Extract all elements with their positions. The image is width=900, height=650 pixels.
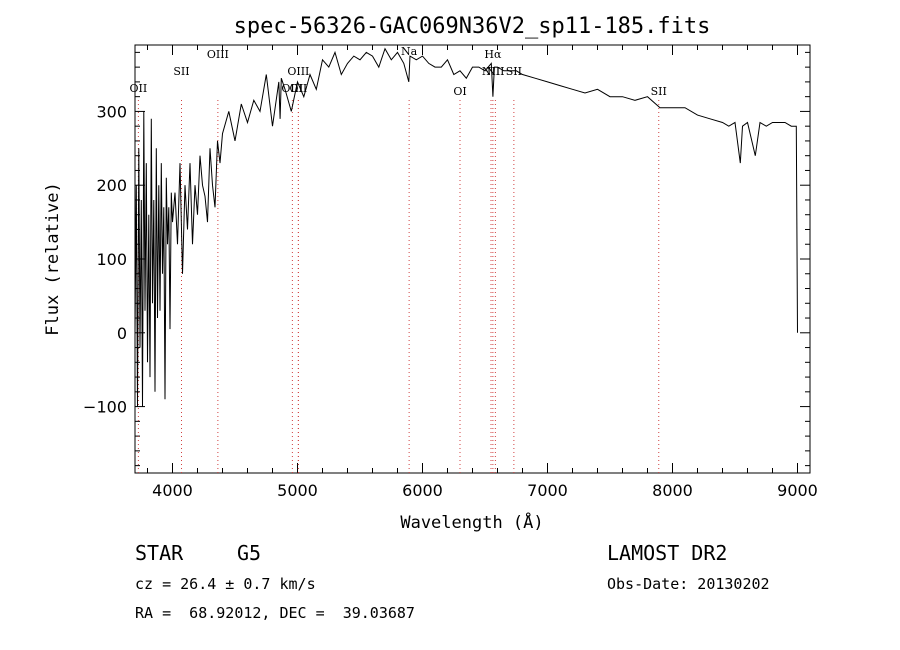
emission-line-label: SII	[173, 65, 189, 78]
emission-line-label: SII	[651, 85, 667, 98]
emission-line-label: OI	[453, 85, 466, 98]
coordinates-text: RA = 68.92012, DEC = 39.03687	[135, 604, 415, 622]
emission-line-label: OII	[290, 82, 308, 95]
emission-line-label: SII	[506, 65, 522, 78]
plot-frame	[134, 44, 811, 474]
emission-line-label: OIII	[281, 82, 303, 95]
y-tick-label: 200	[96, 176, 127, 195]
emission-line-label: Hα	[484, 48, 502, 61]
spectrum-line	[134, 47, 798, 407]
x-tick-label: 5000	[277, 481, 318, 500]
x-tick-label: 4000	[152, 481, 193, 500]
emission-line-label: NII	[482, 65, 500, 78]
x-tick-label: 8000	[652, 481, 693, 500]
survey-label: LAMOST DR2	[607, 541, 728, 565]
obs-date-text: Obs-Date: 20130202	[607, 575, 770, 593]
x-tick-label: 6000	[402, 481, 443, 500]
redshift-text: cz = 26.4 ± 0.7 km/s	[135, 575, 316, 593]
y-axis-label: Flux (relative)	[43, 182, 63, 336]
y-tick-label: −100	[83, 398, 127, 417]
emission-line-label: OIII	[287, 65, 309, 78]
subclass-label: G5	[237, 541, 262, 565]
axis-ticks: 4000 5000 6000 7000 8000 9000 −100 0 100 200 300	[83, 45, 818, 500]
y-tick-label: 100	[96, 250, 127, 269]
x-axis-label: Wavelength (Å)	[400, 511, 543, 533]
emission-line-label: Na	[401, 45, 418, 58]
chart-title: spec-56326-GAC069N36V2_sp11-185.fits	[234, 14, 711, 39]
x-tick-label: 7000	[527, 481, 568, 500]
emission-line-label: OII	[130, 82, 148, 95]
y-tick-label: 300	[96, 102, 127, 121]
class-label: STAR	[135, 541, 184, 565]
x-tick-label: 9000	[777, 481, 818, 500]
y-tick-label: 0	[117, 324, 127, 343]
emission-line-label: OIII	[207, 48, 229, 61]
